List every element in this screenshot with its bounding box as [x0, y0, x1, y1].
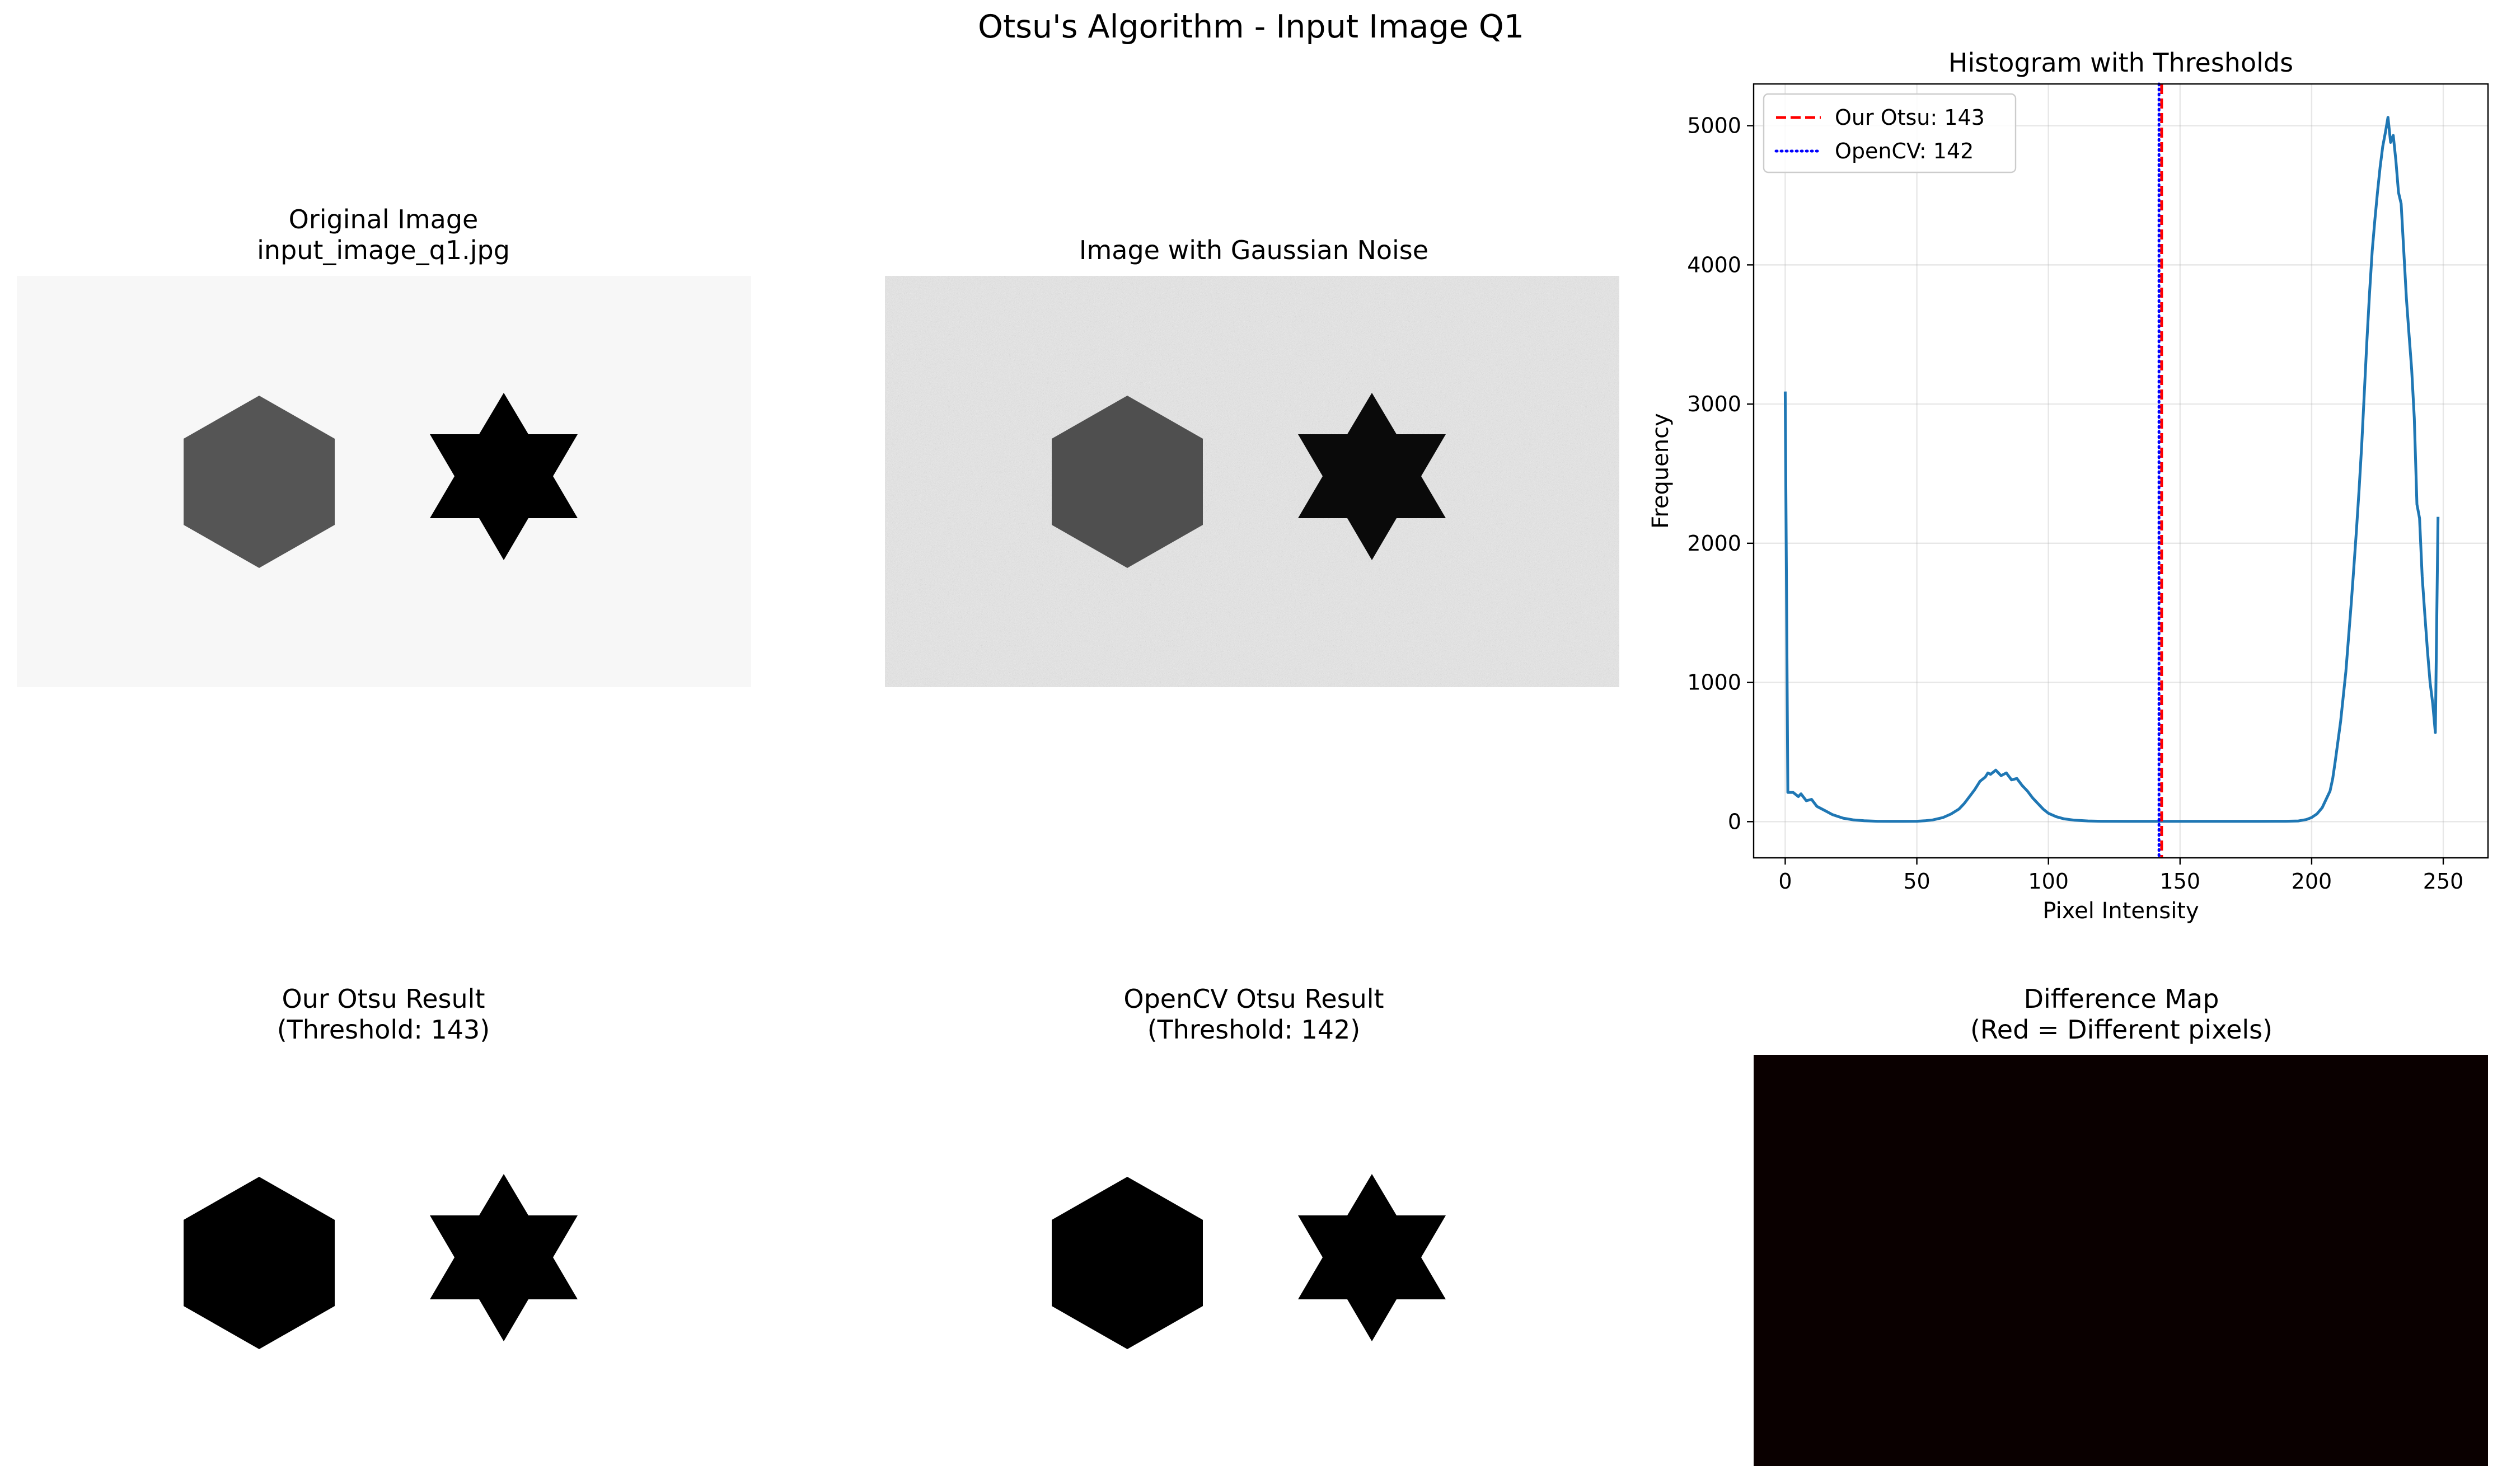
noisy-star-shape [1298, 393, 1446, 560]
original-image-panel [17, 276, 751, 687]
opencv-result-star-shape [1298, 1174, 1446, 1341]
legend-label-1: OpenCV: 142 [1835, 139, 1974, 163]
our-result-panel [17, 1055, 751, 1466]
our-result-background [17, 1055, 751, 1466]
legend-box [1763, 93, 2017, 173]
x-tick-label-1: 50 [1903, 869, 1930, 894]
histogram-title: Histogram with Thresholds [1948, 48, 2293, 78]
opencv-result-title: OpenCV Otsu Result (Threshold: 142) [884, 984, 1623, 1045]
our-result-title-line1: Our Otsu Result [282, 984, 485, 1014]
opencv-result-title-line2: (Threshold: 142) [1147, 1015, 1361, 1045]
our-result-hexagon-shape [184, 1177, 335, 1349]
y-tick-label-3: 3000 [1687, 392, 1741, 416]
our-result-title-line2: (Threshold: 143) [277, 1015, 490, 1045]
original-title-line2: input_image_q1.jpg [257, 235, 510, 266]
noisy-image-panel [885, 276, 1619, 687]
x-tick-label-0: 0 [1778, 869, 1792, 894]
histogram-axes-frame [1753, 83, 2489, 859]
original-star-shape [430, 393, 578, 560]
histogram-series-line [1783, 116, 2440, 823]
difference-title-line2: (Red = Different pixels) [1970, 1015, 2273, 1045]
original-image-title: Original Image input_image_q1.jpg [0, 204, 767, 266]
x-tick-label-3: 150 [2160, 869, 2201, 894]
difference-map-background [1754, 1055, 2488, 1466]
noisy-title-line1: Image with Gaussian Noise [1079, 235, 1429, 265]
legend-label-0: Our Otsu: 143 [1835, 105, 1985, 130]
noisy-hexagon-shape [1052, 396, 1203, 568]
original-image-background [17, 276, 751, 687]
y-tick-label-4: 4000 [1687, 252, 1741, 277]
x-tick-label-4: 200 [2292, 869, 2332, 894]
original-title-line1: Original Image [288, 204, 479, 234]
opencv-result-hexagon-shape [1052, 1177, 1203, 1349]
y-tick-label-0: 0 [1728, 809, 1741, 834]
y-tick-label-1: 1000 [1687, 670, 1741, 695]
difference-map-title: Difference Map (Red = Different pixels) [1752, 984, 2491, 1045]
x-tick-label-5: 250 [2423, 869, 2464, 894]
figure-title: Otsu's Algorithm - Input Image Q1 [978, 8, 1524, 45]
histogram-chart: 0 50 100 150 200 250 0 1000 2000 3000 4000 5000 Hist… [1648, 48, 2489, 924]
histogram-legend: Our Otsu: 143 OpenCV: 142 [1763, 93, 2017, 173]
y-tick-label-2: 2000 [1687, 531, 1741, 556]
y-tick-label-5: 5000 [1687, 114, 1741, 138]
original-hexagon-shape [184, 396, 335, 568]
opencv-result-background [885, 1055, 1619, 1466]
noisy-image-title: Image with Gaussian Noise [884, 235, 1623, 266]
x-tick-label-2: 100 [2028, 869, 2069, 894]
noise-overlay [885, 276, 1619, 687]
x-axis-label: Pixel Intensity [2042, 898, 2199, 924]
our-result-title: Our Otsu Result (Threshold: 143) [0, 984, 767, 1045]
opencv-result-title-line1: OpenCV Otsu Result [1123, 984, 1384, 1014]
opencv-result-panel [885, 1055, 1619, 1466]
our-result-star-shape [430, 1174, 578, 1341]
y-axis-label: Frequency [1648, 413, 1674, 529]
difference-map-panel [1754, 1055, 2488, 1466]
difference-title-line1: Difference Map [2023, 984, 2219, 1014]
